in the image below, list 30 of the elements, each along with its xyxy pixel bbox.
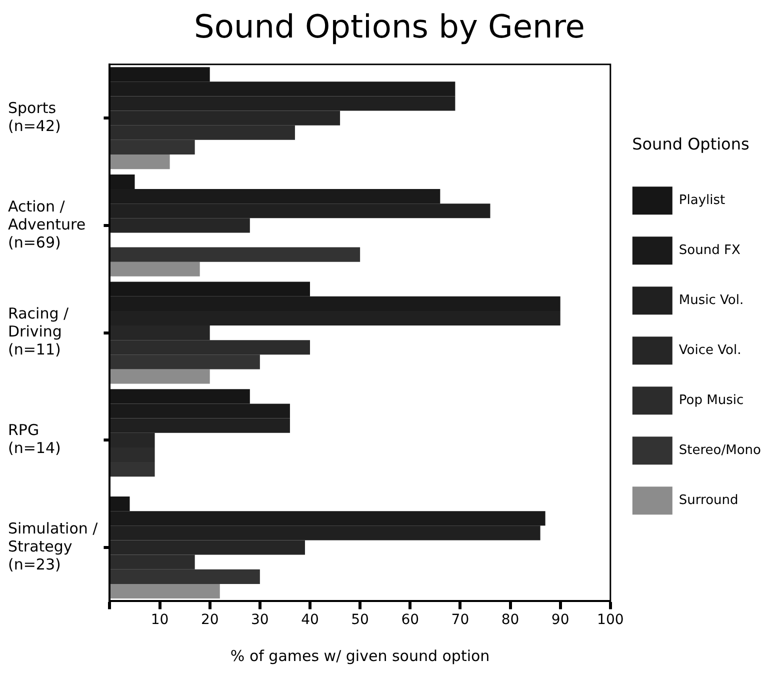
y-tick-label: Racing / Driving (n=11) bbox=[8, 304, 70, 359]
legend-label: Stereo/Mono bbox=[678, 442, 762, 458]
legend-label: Pop Music bbox=[678, 392, 744, 408]
y-tick-label: Action / Adventure (n=69) bbox=[8, 197, 86, 252]
legend-label: Sound FX bbox=[678, 242, 740, 258]
x-tick-label: 30 bbox=[251, 612, 269, 628]
y-tick-label: RPG (n=14) bbox=[8, 421, 61, 458]
bar bbox=[110, 584, 220, 599]
x-tick-label: 10 bbox=[150, 612, 169, 628]
x-tick-label: 20 bbox=[200, 612, 219, 628]
x-tick-label: 80 bbox=[501, 612, 520, 628]
x-tick-label: 90 bbox=[551, 612, 570, 628]
chart-title: Sound Options by Genre bbox=[194, 8, 585, 46]
bar bbox=[110, 247, 360, 262]
x-tick-label: 50 bbox=[351, 612, 369, 628]
x-tick-label: 70 bbox=[451, 612, 470, 628]
bar bbox=[110, 369, 210, 384]
bar bbox=[110, 262, 200, 276]
x-axis-title: % of games w/ given sound option bbox=[230, 646, 490, 665]
legend-label: Voice Vol. bbox=[678, 342, 742, 358]
bar bbox=[110, 154, 170, 170]
y-tick-label: Simulation / Strategy (n=23) bbox=[8, 519, 99, 574]
x-tick-label: 100 bbox=[597, 612, 624, 628]
legend-label: Surround bbox=[678, 492, 738, 508]
x-tick-label: 40 bbox=[301, 612, 319, 628]
x-tick-label: 60 bbox=[401, 612, 420, 628]
legend-label: Music Vol. bbox=[678, 292, 744, 308]
legend-title: Sound Options bbox=[632, 134, 750, 154]
y-tick-label: Sports (n=42) bbox=[8, 98, 61, 135]
legend-label: Playlist bbox=[678, 192, 726, 208]
